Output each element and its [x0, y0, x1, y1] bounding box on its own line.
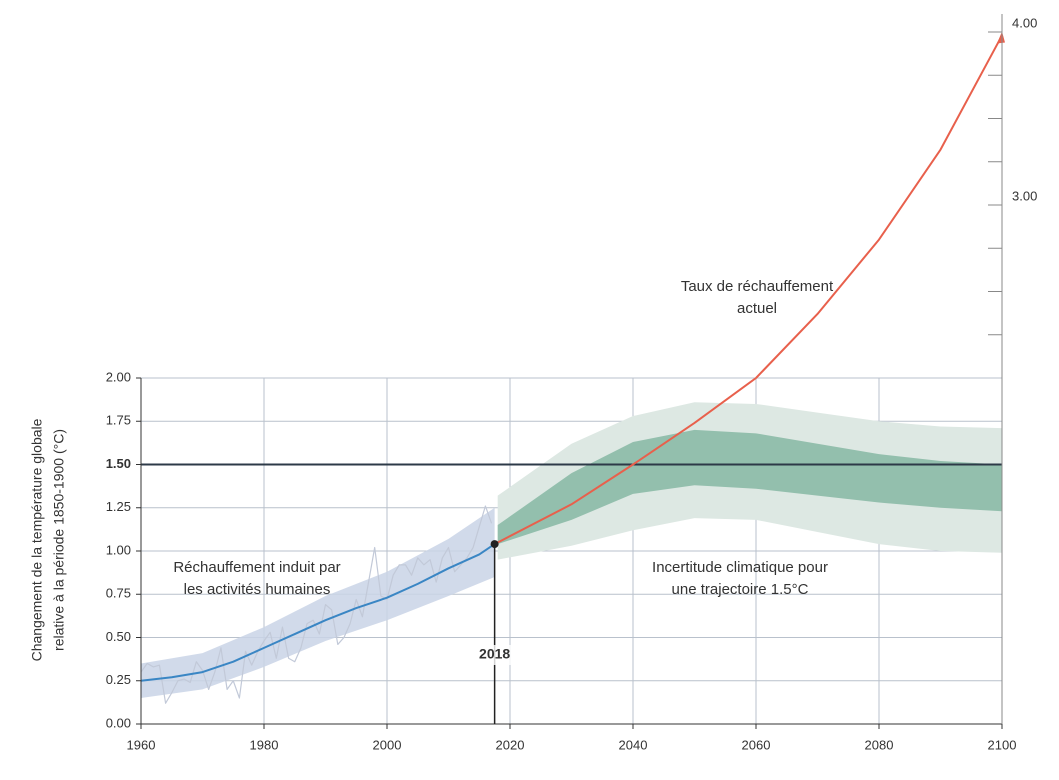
y-tick-label: 1.25: [106, 499, 131, 514]
y-tick-label: 2.00: [106, 369, 131, 384]
y-right-tick-label: 3.00: [1012, 188, 1037, 203]
x-tick-label: 1980: [250, 737, 279, 752]
y-tick-label: 0.50: [106, 629, 131, 644]
y-tick-label: 0.00: [106, 715, 131, 730]
annotation: Incertitude climatique pour: [652, 559, 828, 576]
x-tick-label: 2020: [496, 737, 525, 752]
uncertainty-band: [141, 507, 495, 699]
y-axis-label: relative à la période 1850-1900 (°C): [51, 429, 67, 651]
annotation: une trajectoire 1.5°C: [672, 581, 809, 598]
x-tick-label: 2100: [988, 737, 1017, 752]
marker-label: 2018: [479, 646, 510, 662]
y-tick-label: 1.50: [106, 456, 131, 471]
x-tick-label: 2000: [373, 737, 402, 752]
line-series: [140, 505, 493, 704]
x-tick-label: 1960: [127, 737, 156, 752]
y-right-tick-label: 4.00: [1012, 15, 1037, 30]
y-tick-label: 0.25: [106, 672, 131, 687]
annotation: les activités humaines: [184, 581, 331, 598]
y-axis-label: Changement de la température globale: [29, 418, 45, 661]
annotation: actuel: [737, 300, 777, 317]
x-tick-label: 2040: [619, 737, 648, 752]
x-tick-label: 2080: [865, 737, 894, 752]
y-tick-label: 1.75: [106, 413, 131, 428]
arrow-head: [997, 31, 1005, 44]
y-tick-label: 1.00: [106, 542, 131, 557]
marker-label-bg: [472, 645, 517, 665]
line-series: [140, 543, 496, 682]
marker-dot: [490, 540, 499, 549]
y-tick-label: 0.75: [106, 586, 131, 601]
x-tick-label: 2060: [742, 737, 771, 752]
line-series: [494, 34, 1003, 545]
annotation: Réchauffement induit par: [173, 559, 340, 576]
annotation: Taux de réchauffement: [681, 278, 834, 295]
uncertainty-band: [497, 429, 1002, 545]
